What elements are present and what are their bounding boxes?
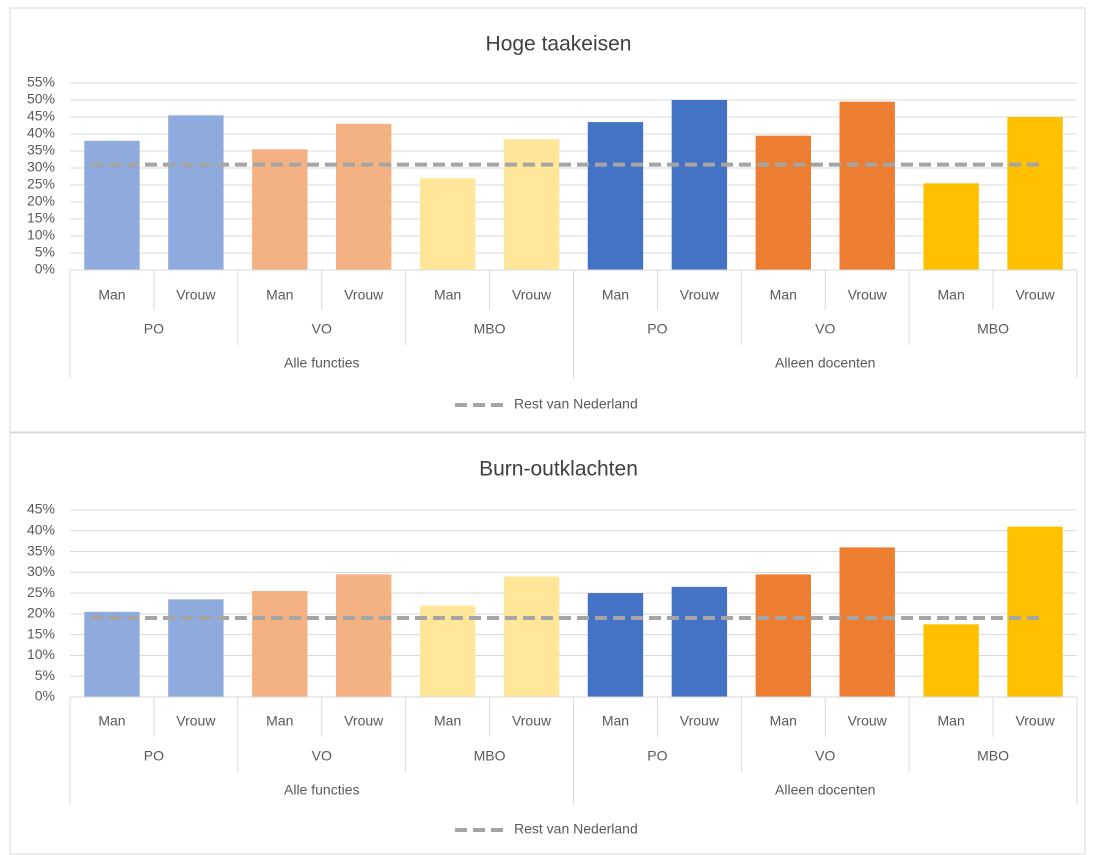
group-label: Alle functies [284, 355, 359, 371]
bar [336, 574, 392, 697]
subgroup-label: MBO [977, 321, 1009, 337]
bar [839, 101, 895, 270]
bar [503, 139, 560, 270]
y-tick-label: 5% [35, 667, 55, 683]
y-tick-label: 15% [27, 625, 55, 641]
y-tick-label: 25% [27, 584, 55, 600]
x-tick-label: Vrouw [512, 713, 552, 729]
y-tick-label: 30% [27, 159, 55, 175]
x-tick-label: Man [770, 713, 797, 729]
x-tick-label: Man [266, 287, 293, 303]
subgroup-label: VO [815, 321, 835, 337]
subgroup-label: PO [647, 321, 667, 337]
bar [587, 593, 644, 697]
bar [839, 547, 895, 697]
y-tick-label: 35% [27, 542, 55, 558]
y-tick-label: 30% [27, 563, 55, 579]
bar [755, 574, 811, 697]
bar [336, 123, 392, 270]
subgroup-label: PO [647, 748, 667, 764]
y-tick-label: 45% [27, 108, 55, 124]
bar [587, 122, 644, 270]
subgroup-label: VO [312, 748, 332, 764]
x-tick-label: Vrouw [176, 713, 216, 729]
y-tick-label: 5% [35, 244, 55, 260]
bar [84, 611, 140, 697]
x-tick-label: Man [434, 713, 461, 729]
x-tick-label: Vrouw [848, 287, 888, 303]
x-tick-label: Vrouw [1015, 713, 1055, 729]
y-tick-label: 10% [27, 646, 55, 662]
y-tick-label: 40% [27, 125, 55, 141]
x-tick-label: Man [98, 713, 125, 729]
x-tick-label: Man [434, 287, 461, 303]
y-tick-label: 45% [27, 501, 55, 517]
x-tick-label: Vrouw [680, 287, 720, 303]
x-tick-label: Man [266, 713, 293, 729]
subgroup-label: VO [815, 748, 835, 764]
x-tick-label: Vrouw [344, 713, 384, 729]
y-tick-label: 55% [27, 74, 55, 90]
subgroup-label: PO [144, 748, 164, 764]
x-tick-label: Man [938, 287, 965, 303]
legend-label: Rest van Nederland [514, 821, 638, 837]
x-tick-label: Vrouw [848, 713, 888, 729]
x-tick-label: Man [938, 713, 965, 729]
y-tick-label: 20% [27, 193, 55, 209]
bar [168, 599, 224, 697]
bar [671, 100, 728, 270]
x-tick-label: Man [602, 713, 629, 729]
group-label: Alleen docenten [775, 782, 875, 798]
subgroup-label: MBO [977, 748, 1009, 764]
y-tick-label: 15% [27, 210, 55, 226]
chart-border [9, 432, 1086, 855]
group-label: Alleen docenten [775, 355, 875, 371]
x-tick-label: Vrouw [512, 287, 552, 303]
y-tick-label: 0% [35, 688, 55, 704]
legend-label: Rest van Nederland [514, 396, 638, 412]
bar [923, 183, 979, 270]
y-tick-label: 35% [27, 142, 55, 158]
chart-border [9, 7, 1086, 433]
x-tick-label: Man [602, 287, 629, 303]
bar [671, 586, 728, 697]
subgroup-label: VO [312, 321, 332, 337]
bar [419, 178, 476, 270]
y-tick-label: 25% [27, 176, 55, 192]
x-tick-label: Vrouw [1015, 287, 1055, 303]
y-tick-label: 10% [27, 227, 55, 243]
x-tick-label: Man [770, 287, 797, 303]
chart-title: Hoge taakeisen [486, 33, 632, 56]
bar [1007, 117, 1063, 270]
chart-title: Burn-outklachten [479, 458, 638, 481]
bar [923, 624, 979, 697]
y-tick-label: 40% [27, 521, 55, 537]
bar [1007, 526, 1063, 697]
bar [168, 115, 224, 270]
y-tick-label: 0% [35, 261, 55, 277]
x-tick-label: Man [98, 287, 125, 303]
x-tick-label: Vrouw [176, 287, 216, 303]
bar [252, 591, 308, 697]
subgroup-label: MBO [474, 748, 506, 764]
x-tick-label: Vrouw [680, 713, 720, 729]
y-tick-label: 20% [27, 605, 55, 621]
bar [84, 140, 140, 270]
bar [252, 149, 308, 270]
bar [503, 576, 560, 697]
bar [419, 605, 476, 697]
subgroup-label: MBO [474, 321, 506, 337]
group-label: Alle functies [284, 782, 359, 798]
bar [755, 135, 811, 270]
x-tick-label: Vrouw [344, 287, 384, 303]
y-tick-label: 50% [27, 91, 55, 107]
subgroup-label: PO [144, 321, 164, 337]
